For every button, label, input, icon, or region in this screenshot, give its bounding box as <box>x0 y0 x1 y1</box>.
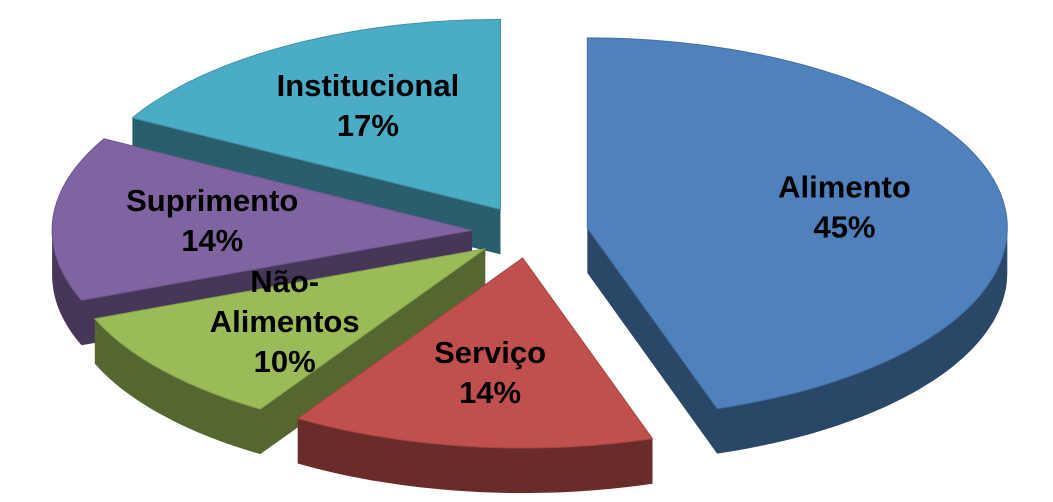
category-label: Alimento <box>778 170 911 205</box>
category-label: Não- Alimentos <box>210 264 360 339</box>
category-label-line: Alimentos <box>210 304 360 339</box>
value-label: 17% <box>337 108 399 143</box>
value-label: 14% <box>181 223 243 258</box>
category-label-line: Não- <box>250 264 319 299</box>
category-label-line: Serviço <box>434 335 546 370</box>
slice-top <box>131 18 501 211</box>
slice-top <box>93 248 486 410</box>
slice-top <box>296 257 654 449</box>
slice <box>131 18 501 255</box>
slice-top <box>51 138 473 301</box>
category-label-line: Institucional <box>277 68 460 103</box>
slice <box>296 257 654 493</box>
value-label: 45% <box>813 210 875 245</box>
category-label: Serviço <box>434 335 546 370</box>
category-label-line: Alimento <box>778 170 911 205</box>
slice-top <box>586 37 1008 410</box>
category-label: Suprimento <box>126 183 298 218</box>
value-label: 10% <box>254 344 316 379</box>
category-label-line: Suprimento <box>126 183 298 218</box>
category-label: Institucional <box>277 68 460 103</box>
value-label: 14% <box>459 375 521 410</box>
slice <box>586 37 1008 454</box>
slice <box>93 248 486 455</box>
